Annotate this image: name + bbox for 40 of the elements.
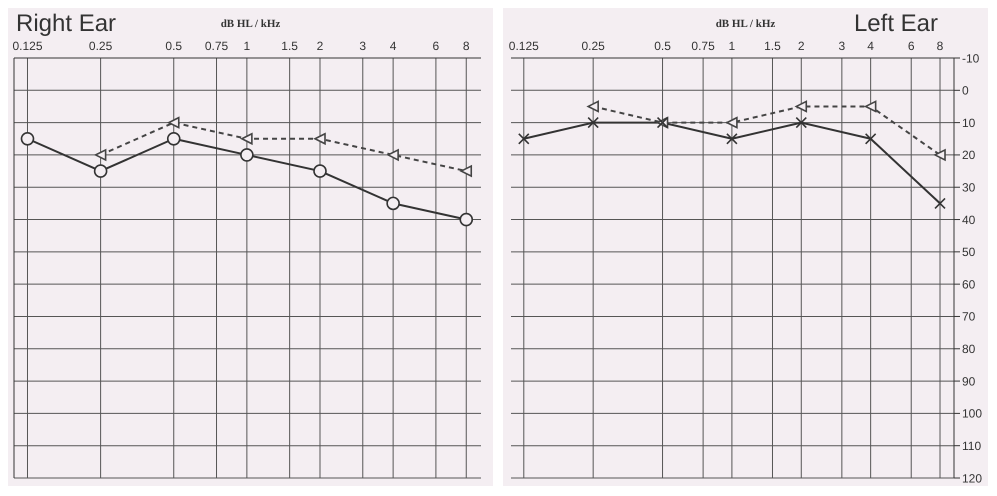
x-tick-label: 6 (908, 39, 915, 53)
x-tick-label: 0.25 (581, 39, 606, 53)
x-tick-label: 0.5 (654, 39, 672, 53)
y-tick-label: 60 (962, 277, 976, 292)
y-tick-label: 40 (962, 212, 976, 227)
x-tick-label: 2 (798, 39, 805, 53)
x-tick-label: 0.75 (204, 39, 229, 53)
y-tick-label: 100 (962, 406, 982, 421)
x-tick-label: 1.5 (764, 39, 782, 53)
x-axis-title: dB HL / kHz (220, 18, 280, 30)
x-tick-label: 0.125 (12, 39, 43, 53)
y-tick-label: 90 (962, 374, 976, 388)
x-tick-label: 6 (432, 39, 440, 53)
y-tick-label: -10 (962, 51, 980, 66)
x-tick-label: 1 (244, 39, 251, 53)
y-tick-label: 70 (962, 310, 976, 324)
x-tick-label: 3 (838, 39, 846, 53)
x-tick-label: 8 (462, 39, 470, 53)
y-tick-label: 0 (962, 84, 969, 98)
y-tick-label: 120 (962, 471, 982, 486)
x-tick-label: 2 (316, 39, 324, 53)
chart-title: Right Ear (16, 10, 116, 38)
x-tick-label: 4 (390, 39, 397, 53)
y-tick-label: 20 (962, 148, 976, 162)
x-tick-label: 0.75 (691, 39, 716, 53)
x-tick-label: 0.5 (165, 39, 182, 53)
y-tick-label: 30 (962, 180, 976, 194)
x-tick-label: 1 (728, 39, 736, 53)
x-tick-label: 3 (359, 39, 366, 53)
y-tick-label: 110 (962, 438, 982, 453)
y-tick-label: 80 (962, 342, 976, 356)
y-tick-label: 10 (962, 116, 976, 130)
y-tick-label: 50 (962, 245, 976, 260)
x-tick-label: 1.5 (281, 39, 298, 53)
chart-title: Left Ear (854, 10, 938, 38)
x-tick-label: 4 (867, 39, 874, 53)
x-tick-label: 0.25 (88, 39, 113, 53)
x-tick-label: 8 (936, 39, 944, 53)
x-axis-title: dB HL / kHz (716, 18, 776, 30)
x-tick-label: 0.125 (508, 39, 540, 53)
